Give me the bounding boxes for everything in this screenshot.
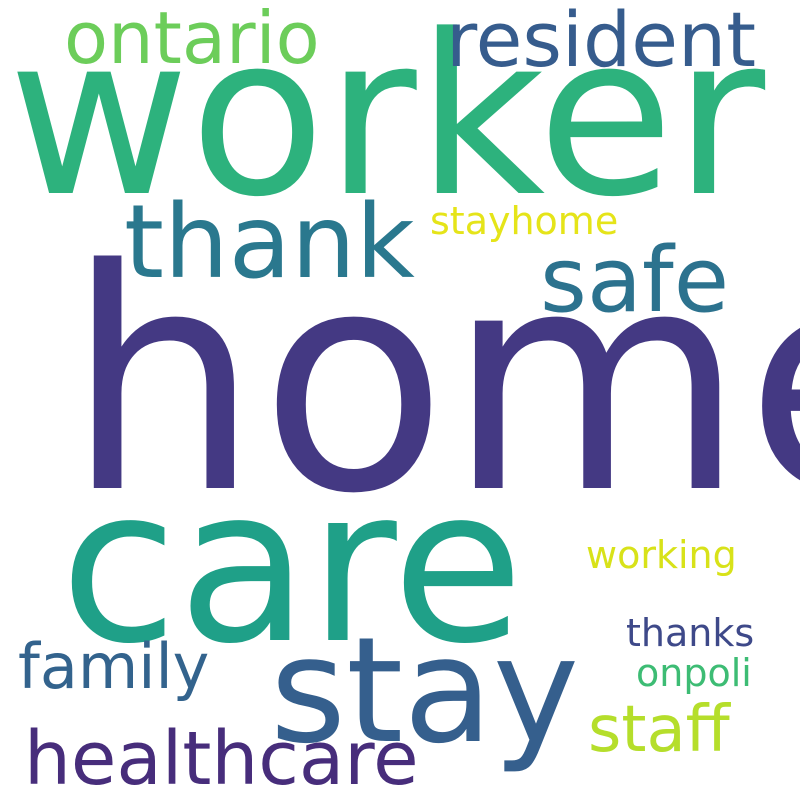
word-staff: staff	[588, 693, 730, 767]
word-healthcare: healthcare	[24, 716, 419, 800]
word-home: home	[66, 205, 800, 561]
word-ontario: ontario	[64, 0, 320, 80]
word-stayhome: stayhome	[430, 199, 619, 243]
word-safe: safe	[540, 228, 730, 333]
word-resident: resident	[446, 0, 757, 84]
word-working: working	[586, 533, 737, 577]
word-onpoli: onpoli	[636, 651, 752, 695]
word-thanks: thanks	[626, 611, 755, 655]
word-family: family	[18, 630, 210, 703]
word-care: care	[60, 442, 524, 691]
word-stay: stay	[270, 606, 580, 776]
word-worker: worker	[8, 0, 766, 246]
word-thank: thank	[124, 183, 415, 302]
